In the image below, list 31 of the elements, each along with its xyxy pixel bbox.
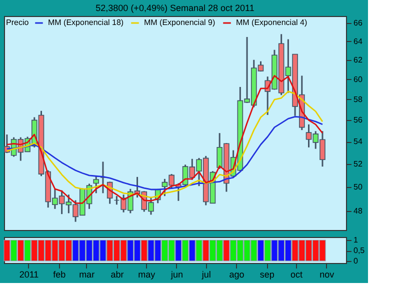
y-tick-label: 56 bbox=[354, 116, 363, 125]
x-tick-label: jul bbox=[200, 270, 211, 280]
x-tick-label: feb bbox=[53, 270, 66, 280]
y-tick-label: 64 bbox=[354, 36, 363, 46]
y-tick-label: 0,5 bbox=[354, 246, 366, 256]
y-tick-label: 66 bbox=[354, 18, 363, 28]
legend-label: MM (Exponencial 9) bbox=[144, 18, 216, 27]
candlestick bbox=[93, 175, 100, 194]
y-tick-label: 54 bbox=[354, 137, 363, 146]
y-tick-label: 1 bbox=[354, 236, 358, 245]
y-tick-label: 58 bbox=[354, 94, 363, 104]
y-tick-label: 50 bbox=[354, 182, 363, 192]
x-tick-label: abr bbox=[110, 270, 124, 280]
x-tick-label: sep bbox=[260, 270, 274, 280]
legend-label: MM (Exponencial 18) bbox=[48, 18, 124, 27]
x-tick-label: jun bbox=[170, 270, 183, 280]
x-tick-label: may bbox=[138, 270, 156, 280]
y-tick-label: 60 bbox=[354, 74, 363, 84]
y-tick-label: 48 bbox=[354, 206, 363, 216]
x-tick-label: mar bbox=[79, 270, 95, 280]
chart-title: 52,3800 (+0,49%) Semanal 28 oct 2011 bbox=[96, 3, 254, 13]
y-tick-label: 52 bbox=[354, 159, 363, 168]
y-tick-label: 62 bbox=[354, 56, 363, 65]
candlestick bbox=[100, 160, 106, 194]
x-tick-label: ago bbox=[229, 270, 244, 280]
legend-label: MM (Exponencial 4) bbox=[236, 18, 308, 27]
legend-title: Precio bbox=[6, 18, 30, 27]
x-tick-label: 2011 bbox=[19, 270, 39, 280]
x-tick-label: nov bbox=[320, 270, 335, 280]
x-tick-label: oct bbox=[290, 270, 304, 280]
y-tick-label: 0 bbox=[354, 256, 358, 266]
